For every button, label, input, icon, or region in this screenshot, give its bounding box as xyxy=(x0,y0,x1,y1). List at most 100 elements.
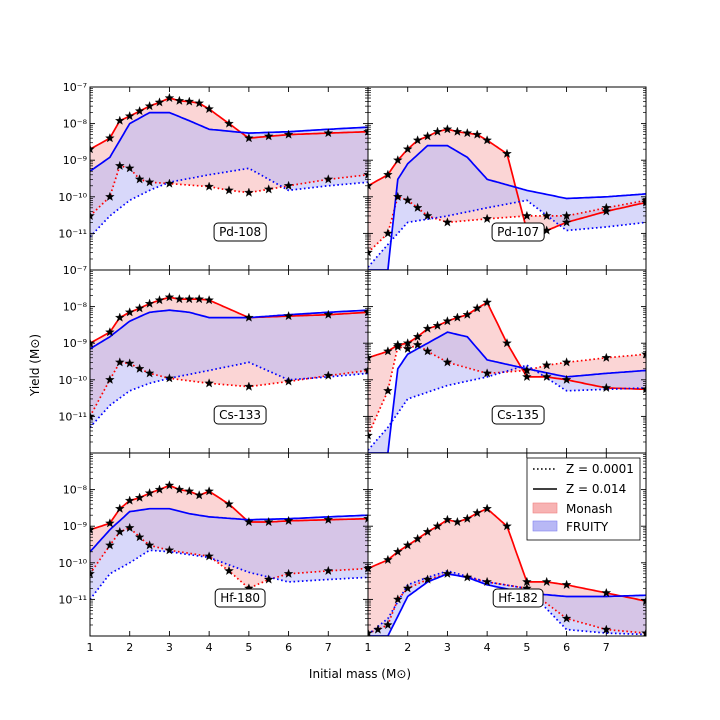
isotope-label: Hf-180 xyxy=(214,588,266,608)
isotope-label-text: Cs-133 xyxy=(219,408,261,422)
isotope-label-box xyxy=(492,588,544,608)
fruity-line-z00001 xyxy=(90,549,368,600)
model-star xyxy=(244,516,254,527)
model-star xyxy=(174,95,185,105)
isotope-label-box xyxy=(214,588,266,608)
legend-fruity-patch xyxy=(532,520,558,532)
plot-area xyxy=(90,92,368,238)
fruity-line-z0014 xyxy=(90,309,368,350)
fruity-line-z00001 xyxy=(90,361,368,428)
model-star xyxy=(482,135,492,145)
isotope-label-box xyxy=(491,222,545,242)
model-star xyxy=(422,574,433,584)
model-star xyxy=(442,316,453,326)
model-star xyxy=(452,516,463,527)
model-star xyxy=(392,546,403,556)
model-star xyxy=(323,370,334,380)
isotope-label-box xyxy=(491,405,545,425)
model-star xyxy=(114,312,125,322)
model-star xyxy=(114,357,125,367)
y-tick-label: 10⁻¹⁰ xyxy=(58,191,87,204)
y-tick-label: 10⁻⁷ xyxy=(63,81,87,94)
plot-area xyxy=(90,292,368,428)
model-star xyxy=(452,312,463,322)
model-star xyxy=(144,101,155,111)
model-star xyxy=(164,292,175,302)
model-star xyxy=(522,210,532,221)
model-star xyxy=(368,352,373,362)
model-star xyxy=(541,210,552,221)
model-star xyxy=(412,339,423,349)
model-star xyxy=(412,331,423,341)
y-tick-label: 10⁻⁷ xyxy=(63,264,87,277)
model-star xyxy=(144,368,155,378)
legend-label-high-z: Z = 0.014 xyxy=(566,482,626,496)
model-star xyxy=(412,533,423,543)
model-star xyxy=(432,521,443,531)
y-axis-label: Yield (M⊙) xyxy=(28,334,42,397)
model-star xyxy=(134,492,145,502)
model-star xyxy=(422,346,433,356)
isotope-label-text: Hf-180 xyxy=(220,591,260,605)
model-star xyxy=(283,129,294,139)
model-star xyxy=(124,522,135,532)
model-star xyxy=(124,358,135,368)
model-star xyxy=(442,124,453,134)
x-tick-label: 4 xyxy=(484,641,491,654)
model-star xyxy=(194,98,205,108)
monash-line-z00001 xyxy=(368,195,646,254)
model-star xyxy=(392,155,403,165)
model-star xyxy=(323,514,334,524)
model-star xyxy=(561,357,572,367)
fruity-band xyxy=(90,508,368,600)
model-star xyxy=(224,565,234,575)
model-star xyxy=(154,484,165,494)
model-star xyxy=(323,565,334,575)
y-tick-label: 10⁻⁹ xyxy=(63,154,87,167)
isotope-label-text: Pd-108 xyxy=(219,225,261,239)
legend-label-monash: Monash xyxy=(566,502,613,516)
model-star xyxy=(422,131,433,141)
isotope-label-text: Pd-107 xyxy=(497,225,539,239)
model-star xyxy=(522,365,532,375)
panel-pd-108: 10⁻¹¹ 10⁻¹⁰ 10⁻⁹ 10⁻⁸ 10⁻⁷ Pd-108 xyxy=(58,81,369,271)
legend: Z = 0.0001 Z = 0.014 Monash FRUITY xyxy=(526,457,641,541)
y-tick-label: 10⁻⁸ xyxy=(63,118,88,131)
model-star xyxy=(134,363,145,373)
model-star xyxy=(124,163,135,173)
model-star xyxy=(263,574,274,584)
model-star xyxy=(601,587,612,598)
model-star xyxy=(164,92,175,103)
model-star xyxy=(462,309,473,319)
model-star xyxy=(561,613,572,623)
model-star xyxy=(154,295,165,305)
model-star xyxy=(392,594,403,604)
model-star xyxy=(184,294,195,304)
model-star xyxy=(244,133,254,143)
model-star xyxy=(422,526,433,536)
model-star xyxy=(442,217,453,227)
model-star xyxy=(144,177,155,187)
monash-line-z00001 xyxy=(368,343,646,436)
x-tick-label: 7 xyxy=(325,641,332,654)
model-star xyxy=(194,490,205,500)
model-star xyxy=(368,180,373,190)
model-star xyxy=(204,378,214,388)
x-tick-label: 6 xyxy=(285,641,292,654)
panel-hf-182: 1 2 3 4 5 6 7 Hf-182 xyxy=(365,452,647,654)
model-star xyxy=(283,311,294,321)
model-star xyxy=(164,545,175,555)
model-star xyxy=(164,178,175,188)
model-star xyxy=(402,583,413,593)
model-star xyxy=(383,619,393,630)
fruity-band xyxy=(368,570,646,636)
model-star xyxy=(482,368,492,378)
model-star xyxy=(402,195,413,205)
model-star xyxy=(482,576,492,587)
legend-label-fruity: FRUITY xyxy=(566,520,609,534)
model-star xyxy=(422,210,433,221)
panel-cs-135: Cs-135 xyxy=(367,269,647,454)
x-tick-label: 1 xyxy=(87,641,94,654)
model-star xyxy=(114,503,125,513)
